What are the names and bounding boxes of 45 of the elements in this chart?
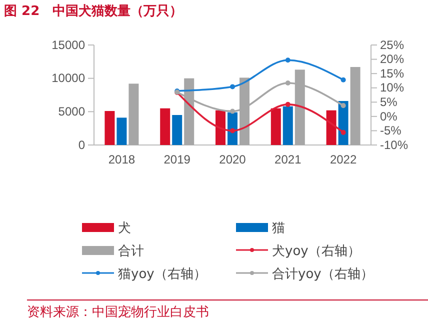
y-tick-label: 10000 [52,71,86,86]
bar [282,106,293,145]
bar [216,110,226,145]
point [285,102,290,107]
y2-tick-label: 5% [380,94,398,109]
y2-tick-label: 20% [380,52,404,66]
y-tick-label: 15000 [52,38,86,52]
y2-tick-label: 25% [380,38,404,52]
bar [326,110,336,145]
y2-tick-label: -5% [380,124,402,138]
bar [172,115,182,145]
x-tick-label: 2022 [330,152,357,167]
point [230,84,236,90]
y-tick-label: 5000 [58,104,86,119]
legend-label: 合计yoy（右轴） [272,267,374,282]
y2-tick-label: -10% [380,138,408,152]
point [340,77,346,82]
x-tick-label: 2018 [108,152,136,167]
bar [104,111,115,145]
x-tick-label: 2021 [274,152,302,167]
point [340,103,346,108]
point [285,58,290,63]
text: 资料来源：中国宠物行业白皮书 [27,305,209,320]
x-tick-label: 2020 [219,152,246,167]
y2-tick-label: 0% [380,109,398,124]
point [285,80,290,86]
bar [116,118,127,145]
bar [128,84,139,145]
legend-label: 犬yoy（右轴） [272,244,360,259]
legend-label: 犬 [118,221,131,236]
y2-tick-label: 15% [380,66,404,80]
point [230,108,236,114]
y2-tick-label: 10% [380,80,404,95]
legend-label: 猫yoy（右轴） [118,267,206,282]
bar [350,67,360,145]
legend-label: 合计 [118,244,144,259]
chart-title: 图 22 中国犬猫数量（万只） [4,4,183,19]
legend-label: 猫 [272,221,285,236]
point [230,128,236,134]
bar [270,108,281,145]
x-tick-label: 2019 [164,152,191,167]
y-tick-label: 0 [78,138,86,152]
point [340,130,346,135]
bar [228,112,238,145]
bar [160,108,170,145]
